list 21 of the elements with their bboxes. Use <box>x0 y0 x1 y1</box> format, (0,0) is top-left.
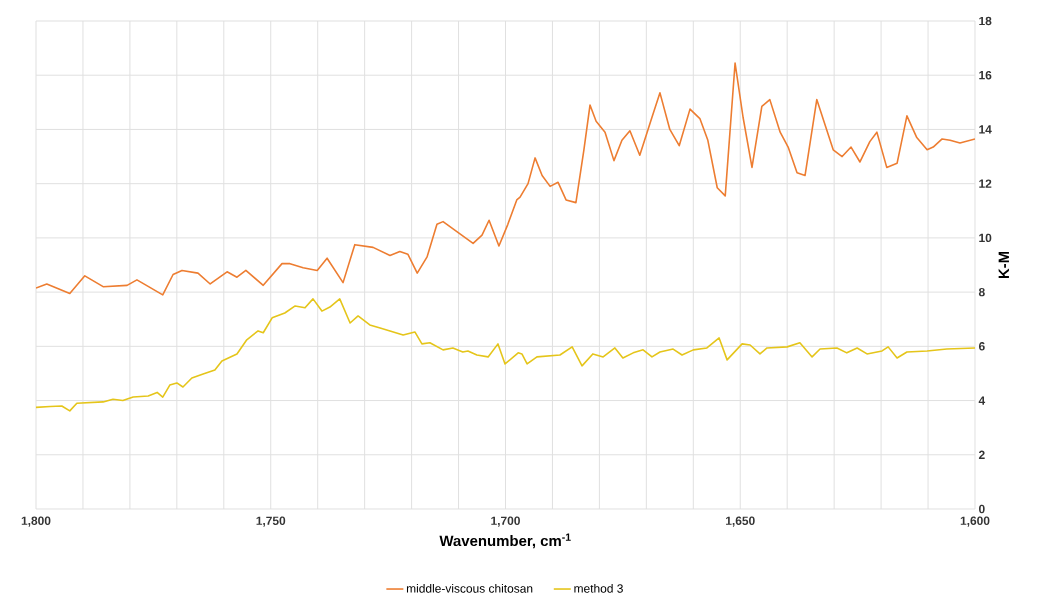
x-axis-title: Wavenumber, cm$^{-1}$ <box>439 533 571 549</box>
x-tick-label: 1,700 <box>491 516 520 527</box>
legend-label: method 3 <box>574 583 623 593</box>
y-tick-label: 12 <box>979 179 992 188</box>
x-tick-label: 1,750 <box>256 516 286 527</box>
line-series <box>35 298 975 412</box>
y-tick-label: 8 <box>978 287 985 297</box>
y-tick-label: 0 <box>978 504 985 514</box>
x-tick-label: 1,650 <box>726 516 755 527</box>
y-tick-label: 4 <box>978 396 986 405</box>
legend-label: middle-viscous chitosan <box>406 583 533 593</box>
x-tick-label: 1,600 <box>960 516 990 527</box>
line-series <box>35 62 975 296</box>
y-tick-label: 10 <box>979 233 992 243</box>
y-tick-label: 16 <box>979 70 992 80</box>
y-tick-label: 2 <box>978 450 985 459</box>
x-tick-label: 1,800 <box>21 516 51 527</box>
y-tick-label: 14 <box>979 125 992 134</box>
y-tick-label: 18 <box>979 16 992 26</box>
y-axis-title: K-M <box>998 251 1009 279</box>
y-tick-label: 6 <box>978 342 985 351</box>
